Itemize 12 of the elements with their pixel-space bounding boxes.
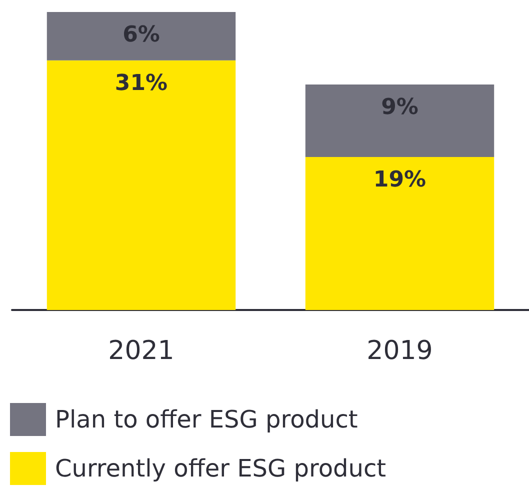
data-label: 31% [114,70,168,96]
data-label: 19% [373,167,426,192]
data-label: 6% [122,22,160,48]
bar [305,84,494,157]
x-tick-label: 2019 [366,336,433,366]
x-tick-label: 2021 [108,336,174,366]
legend-label: Plan to offer ESG product [55,406,358,434]
bar [305,156,494,310]
legend-label: Currently offer ESG product [55,454,386,482]
data-label: 9% [381,94,418,120]
bar [46,12,236,60]
bar [46,60,236,310]
